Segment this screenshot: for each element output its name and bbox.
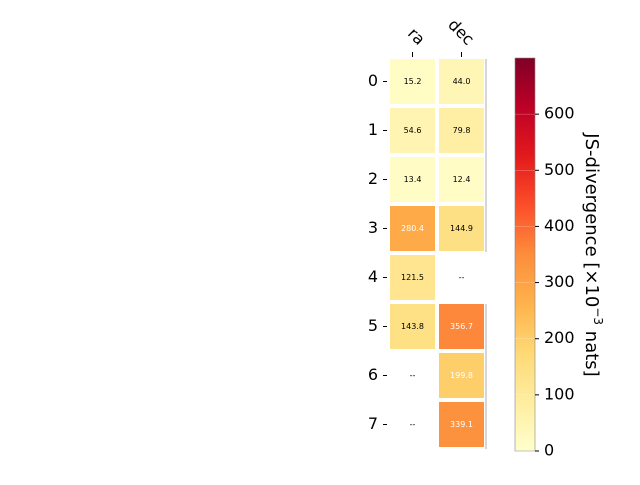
column-tick-labels: ra dec (404, 15, 478, 57)
cell-value-label: 356.7 (450, 322, 473, 331)
heatmap-cell-1-ra (390, 108, 435, 153)
cell-value-label: 144.9 (450, 224, 473, 233)
row-tick-label: 6 (368, 365, 378, 384)
colorbar-ticks: 0 100 200 300 400 500 600 (515, 104, 575, 460)
heatmap-cell-0-dec (439, 59, 484, 104)
colorbar-tick-label: 500 (544, 160, 575, 179)
cell-value-label: 54.6 (404, 126, 422, 135)
heatmap-cell-3-dec (439, 206, 484, 251)
colorbar-tick-label: 600 (544, 104, 575, 123)
cell-value-label: 79.8 (453, 126, 471, 135)
missing-value-label: -- (410, 371, 416, 380)
colorbar-tick-label: 100 (544, 384, 575, 403)
colorbar-title-prefix: JS-divergence [×10 (581, 132, 602, 307)
cell-value-label: 339.1 (450, 420, 473, 429)
row-tick-label: 7 (368, 414, 378, 433)
missing-value-label: -- (410, 420, 416, 429)
heatmap-cell-7-dec (439, 402, 484, 447)
row-tick-label: 0 (368, 71, 378, 90)
cell-value-label: 121.5 (401, 273, 424, 282)
row-tick-label: 3 (368, 218, 378, 237)
heatmap-cell-2-dec (439, 157, 484, 202)
heatmap-cell-5-dec (439, 304, 484, 349)
cell-value-label: 15.2 (404, 77, 422, 86)
row-tick-label: 5 (368, 316, 378, 335)
cell-value-label: 143.8 (401, 322, 424, 331)
column-tick-label: ra (404, 24, 429, 49)
row-tick-label: 2 (368, 169, 378, 188)
cell-value-label: 12.4 (453, 175, 471, 184)
missing-value-label: -- (459, 273, 465, 282)
heatmap-cell-4-ra (390, 255, 435, 300)
heatmap-cell-2-ra (390, 157, 435, 202)
heatmap-cells: 15.2 44.0 54.6 79.8 13.4 12.4 280.4 144.9 121.5 -… (390, 59, 484, 447)
heatmap-cell-0-ra (390, 59, 435, 104)
cell-value-label: 280.4 (401, 224, 424, 233)
row-tick-labels: 0 1 2 3 4 5 6 7 (368, 71, 387, 433)
colorbar-title: JS-divergence [×10−3 nats] (581, 132, 606, 376)
colorbar (514, 57, 536, 452)
colorbar-tick-label: 400 (544, 216, 575, 235)
heatmap-cell-6-dec (439, 353, 484, 398)
cell-value-label: 44.0 (453, 77, 471, 86)
colorbar-tick-label: 0 (544, 441, 554, 460)
colorbar-title-exponent: −3 (592, 307, 606, 325)
colorbar-tick-label: 300 (544, 272, 575, 291)
cell-value-label: 13.4 (404, 175, 422, 184)
cell-value-label: 199.8 (450, 371, 473, 380)
heatmap-cell-3-ra (390, 206, 435, 251)
heatmap-cell-5-ra (390, 304, 435, 349)
row-tick-label: 1 (368, 120, 378, 139)
row-tick-label: 4 (368, 267, 378, 286)
column-tick-label: dec (444, 15, 478, 49)
colorbar-tick-label: 200 (544, 328, 575, 347)
heatmap-cell-1-dec (439, 108, 484, 153)
colorbar-gradient (514, 57, 536, 452)
colorbar-title-suffix: nats] (581, 325, 602, 377)
